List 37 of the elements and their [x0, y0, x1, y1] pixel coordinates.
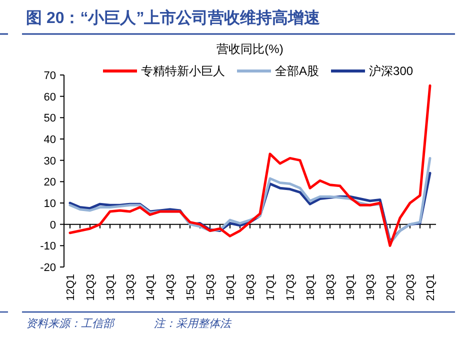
x-tick-label: 16Q3 — [245, 274, 257, 301]
x-tick-label: 20Q3 — [405, 274, 417, 301]
y-tick-label: 30 — [44, 155, 56, 168]
y-tick-label: 70 — [44, 70, 56, 82]
x-tick-label: 17Q3 — [285, 274, 297, 301]
text: 资料来源：工信部 — [26, 317, 116, 330]
x-tick-label: 12Q3 — [85, 274, 97, 301]
legend-label: 全部A股 — [275, 64, 320, 78]
line-series — [68, 84, 432, 247]
legend-label: 沪深300 — [369, 64, 414, 78]
text: 注：采用整体法 — [154, 317, 232, 330]
x-tick-label: 18Q3 — [325, 274, 337, 301]
y-tick-label: 60 — [44, 91, 56, 104]
x-tick-label: 20Q1 — [385, 274, 397, 301]
x-tick-label: 13Q1 — [105, 274, 117, 301]
y-tick-label: 50 — [44, 112, 56, 125]
legend-label: 专精特新小巨人 — [141, 64, 225, 78]
x-tick-label: 13Q3 — [125, 274, 137, 301]
x-tick-label: 12Q1 — [65, 274, 77, 301]
y-tick-label: 0 — [50, 219, 56, 232]
y-tick-label: -10 — [40, 240, 56, 253]
x-tick-label: 14Q3 — [165, 274, 177, 301]
chart-subtitle: 营收同比(%) — [216, 42, 284, 56]
x-tick-label: 14Q1 — [145, 274, 157, 301]
y-tick-label: 10 — [44, 198, 56, 210]
y-tick-label: -20 — [40, 262, 56, 274]
x-tick-label: 21Q1 — [425, 274, 437, 301]
x-tick-label: 17Q1 — [265, 274, 277, 301]
chart-title: 图 20：“小巨人”上市公司营收维持高增速 — [26, 8, 322, 27]
x-tick-label: 19Q3 — [365, 274, 377, 301]
x-tick-label: 15Q1 — [185, 274, 197, 301]
x-tick-label: 15Q3 — [205, 274, 217, 301]
x-tick-label: 19Q1 — [345, 274, 357, 301]
y-tick-label: 40 — [44, 134, 56, 146]
x-tick-label: 16Q1 — [225, 274, 237, 301]
x-tick-label: 18Q1 — [305, 274, 317, 301]
y-tick-label: 20 — [44, 176, 56, 189]
